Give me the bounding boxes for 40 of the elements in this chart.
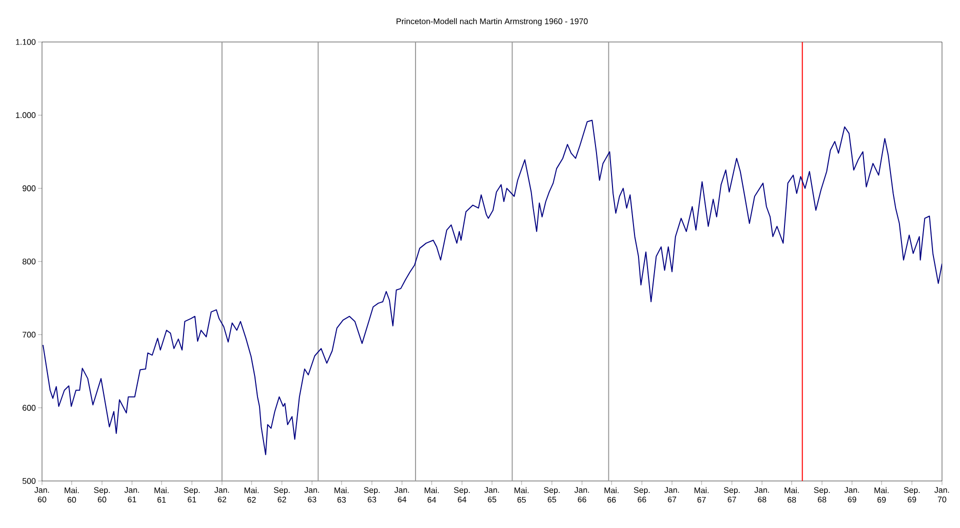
x-tick-label: Mai. 60 <box>64 487 79 503</box>
x-tick-label: Sep. 61 <box>184 487 200 502</box>
x-tick-label: Jan. 61 <box>124 487 139 502</box>
x-tick-label: Sep. 63 <box>364 487 380 502</box>
x-tick-label: Sep. 65 <box>544 487 560 502</box>
x-tick-label: Jan. 64 <box>394 487 409 502</box>
x-tick-label: Mai. 62 <box>244 487 259 503</box>
x-tick-label: Mai. 65 <box>514 487 529 503</box>
x-tick-label: Mai. 66 <box>604 487 619 503</box>
x-tick-label: Sep. 66 <box>634 487 650 502</box>
x-tick-label: Sep. 60 <box>94 487 110 502</box>
x-tick-label: Jan. 69 <box>844 487 859 502</box>
x-tick-label: Jan. 68 <box>754 487 769 502</box>
y-tick-label: 1.000 <box>16 112 36 118</box>
x-tick-label: Mai. 67 <box>694 487 709 503</box>
x-tick-label: Jan. 67 <box>664 487 679 502</box>
x-tick-label: Jan. 60 <box>34 487 49 502</box>
x-tick-label: Jan. 62 <box>214 487 229 502</box>
x-tick-label: Mai. 63 <box>334 487 349 503</box>
x-tick-label: Sep. 69 <box>904 487 920 502</box>
y-tick-label: 600 <box>22 404 36 411</box>
x-tick-label: Jan. 65 <box>484 487 499 502</box>
x-tick-label: Mai. 69 <box>874 487 889 503</box>
x-tick-label: Jan. 66 <box>574 487 589 502</box>
x-tick-label: Jan. 63 <box>304 487 319 502</box>
line-series <box>42 120 942 456</box>
x-tick-label: Sep. 62 <box>274 487 290 502</box>
x-tick-label: Sep. 68 <box>814 487 830 502</box>
y-tick-label: 500 <box>22 478 36 484</box>
y-tick-label: 800 <box>22 258 36 264</box>
x-tick-label: Jan. 70 <box>934 487 949 502</box>
y-tick-label: 700 <box>22 332 36 338</box>
y-tick-label: 1.100 <box>16 39 36 45</box>
x-tick-label: Mai. 64 <box>424 487 439 503</box>
y-tick-label: 900 <box>22 185 36 192</box>
x-tick-label: Mai. 61 <box>154 487 169 503</box>
x-tick-label: Sep. 64 <box>454 487 470 502</box>
x-tick-label: Mai. 68 <box>784 487 799 503</box>
x-tick-label: Sep. 67 <box>724 487 740 502</box>
chart-title: Princeton-Modell nach Martin Armstrong 1960 - 1970 <box>396 18 588 26</box>
